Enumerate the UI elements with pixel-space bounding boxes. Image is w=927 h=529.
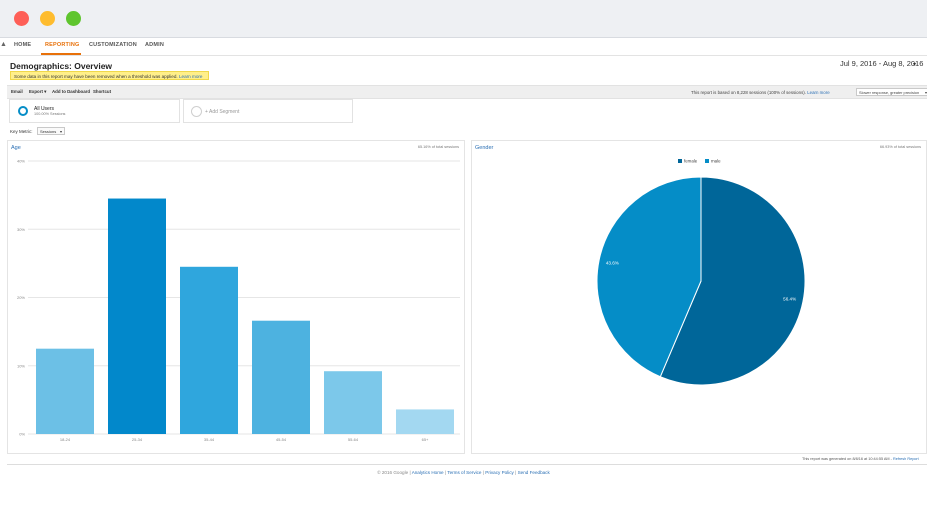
x-tick-label: 18-24 bbox=[60, 437, 71, 442]
age-bar-chart: 0% 10% 20% 30% 40% 18-24 25-34 35-44 45-54 55-64 6… bbox=[17, 159, 460, 442]
key-metric-select[interactable]: Sessions ▾ bbox=[37, 127, 65, 135]
minimize-window-button[interactable] bbox=[40, 11, 55, 26]
legend-swatch bbox=[705, 159, 709, 163]
age-panel-pct: 65.16% of total sessions bbox=[417, 145, 459, 149]
age-bar-65+[interactable] bbox=[396, 409, 454, 434]
legend-label-male: male bbox=[711, 159, 721, 164]
y-tick-label: 30% bbox=[17, 227, 25, 232]
y-tick-label: 0% bbox=[19, 432, 25, 437]
report-toolbar: Email Export ▾ Add to Dashboard Shortcut… bbox=[7, 85, 927, 99]
collapse-sidebar-icon[interactable]: ▲ bbox=[0, 41, 7, 48]
threshold-notice: Some data in this report may have been r… bbox=[10, 71, 209, 80]
pie-slice-male[interactable] bbox=[596, 176, 702, 378]
generated-text: This report was generated on 8/8/16 at 1… bbox=[802, 457, 892, 461]
y-tick-label: 20% bbox=[17, 295, 25, 300]
age-bar-18-24[interactable] bbox=[36, 348, 94, 434]
export-button[interactable]: Export ▾ bbox=[29, 89, 46, 95]
sessions-text: This report is based on 8,228 sessions (… bbox=[691, 89, 806, 95]
pie-slice-female[interactable] bbox=[659, 176, 806, 386]
export-label: Export bbox=[29, 89, 43, 94]
copyright-text: © 2016 Google bbox=[377, 470, 409, 475]
gender-panel: Gender 66.93% of total sessions female ma… bbox=[471, 140, 927, 454]
add-segment-circle-icon bbox=[191, 106, 202, 117]
key-metric-value: Sessions bbox=[40, 129, 57, 134]
gender-panel-title[interactable]: Gender bbox=[475, 145, 494, 151]
age-panel: Age 65.16% of total sessions 0% 10% 20% 30%… bbox=[7, 140, 465, 454]
precision-select[interactable]: Slower response, greater precision ▾ bbox=[856, 87, 927, 96]
tab-reporting[interactable]: REPORTING bbox=[45, 42, 80, 48]
sessions-learn-more-link[interactable]: Learn more bbox=[807, 89, 830, 95]
add-segment-button[interactable]: + Add Segment bbox=[183, 99, 353, 123]
sessions-info: This report is based on 8,228 sessions (… bbox=[691, 90, 830, 95]
export-caret-icon: ▾ bbox=[44, 89, 47, 94]
x-tick-label: 45-54 bbox=[276, 437, 287, 442]
maximize-window-button[interactable] bbox=[66, 11, 81, 26]
window-titlebar bbox=[0, 0, 927, 38]
segment-all-users[interactable]: All Users 100.00% Sessions bbox=[9, 99, 180, 123]
x-tick-label: 25-34 bbox=[132, 437, 143, 442]
segment-ring-icon bbox=[18, 106, 28, 116]
pie-label-female: 56.4% bbox=[783, 297, 796, 302]
age-bar-35-44[interactable] bbox=[180, 266, 238, 434]
page-footer: © 2016 Google | Analytics Home | Terms o… bbox=[377, 470, 550, 475]
email-button[interactable]: Email bbox=[11, 89, 23, 94]
notice-text: Some data in this report may have been r… bbox=[14, 74, 178, 79]
report-generated-note: This report was generated on 8/8/16 at 1… bbox=[802, 457, 919, 461]
notice-learn-more-link[interactable]: Learn more bbox=[178, 74, 203, 79]
age-bar-55-64[interactable] bbox=[324, 371, 382, 434]
close-window-button[interactable] bbox=[14, 11, 29, 26]
terms-of-service-link[interactable]: Terms of Service bbox=[447, 470, 482, 475]
tab-home[interactable]: HOME bbox=[14, 42, 32, 48]
x-tick-label: 35-44 bbox=[204, 437, 215, 442]
key-metric-label: Key Metric: bbox=[10, 129, 33, 134]
refresh-report-link[interactable]: Refresh Report bbox=[892, 457, 919, 461]
pie-label-male: 43.6% bbox=[606, 260, 619, 265]
segment-bar: All Users 100.00% Sessions + Add Segment bbox=[9, 99, 353, 123]
chevron-down-icon: ▾ bbox=[924, 89, 927, 95]
segment-name: All Users bbox=[34, 106, 55, 112]
x-tick-label: 65+ bbox=[422, 437, 429, 442]
shortcut-button[interactable]: Shortcut bbox=[93, 89, 112, 94]
tab-admin[interactable]: ADMIN bbox=[145, 42, 165, 48]
segment-sessions-pct: 100.00% Sessions bbox=[34, 112, 66, 116]
top-nav: ▲ HOME REPORTING CUSTOMIZATION ADMIN bbox=[0, 38, 927, 56]
active-tab-indicator bbox=[41, 53, 81, 55]
gender-panel-pct: 66.93% of total sessions bbox=[879, 145, 921, 149]
age-bar-25-34[interactable] bbox=[108, 198, 166, 434]
add-to-dashboard-button[interactable]: Add to Dashboard bbox=[52, 89, 91, 94]
date-range-picker[interactable]: Jul 9, 2016 - Aug 8, 2016 bbox=[840, 59, 924, 68]
tab-customization[interactable]: CUSTOMIZATION bbox=[89, 42, 137, 48]
gender-pie-chart: female male 56.4% 43.6% bbox=[596, 159, 806, 386]
y-tick-label: 40% bbox=[17, 159, 25, 164]
age-panel-title[interactable]: Age bbox=[11, 145, 21, 151]
x-tick-label: 55-64 bbox=[348, 437, 359, 442]
page-title: Demographics: Overview bbox=[10, 61, 113, 71]
precision-select-value: Slower response, greater precision bbox=[859, 89, 920, 95]
divider bbox=[7, 464, 927, 465]
analytics-home-link[interactable]: Analytics Home bbox=[411, 470, 444, 475]
age-bar-45-54[interactable] bbox=[252, 320, 310, 434]
privacy-policy-link[interactable]: Privacy Policy bbox=[485, 470, 514, 475]
y-tick-label: 10% bbox=[17, 363, 25, 368]
add-segment-label: + Add Segment bbox=[205, 109, 240, 115]
chevron-down-icon[interactable]: ▾ bbox=[913, 62, 917, 68]
legend-label-female: female bbox=[684, 159, 698, 164]
send-feedback-link[interactable]: Send Feedback bbox=[517, 470, 550, 475]
chevron-down-icon: ▾ bbox=[59, 129, 62, 134]
legend-swatch bbox=[678, 159, 682, 163]
